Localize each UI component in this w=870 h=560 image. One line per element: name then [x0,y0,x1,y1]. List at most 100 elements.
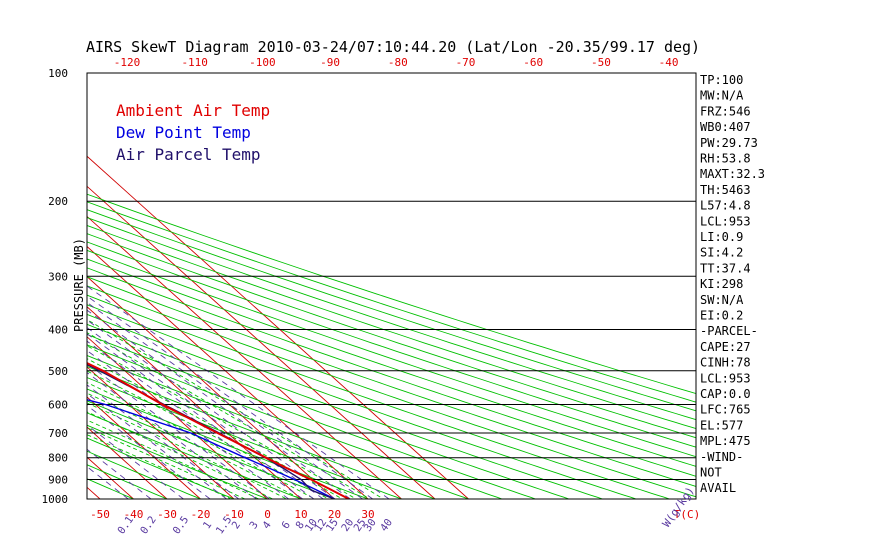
dry-adiabat-line [87,285,696,498]
dry-adiabat-line [87,365,437,499]
mixing-ratio-tick-label: 40 [378,517,395,534]
dry-adiabat-line [87,377,403,499]
mixing-ratio-line [87,327,324,499]
stat-item: CAPE:27 [700,340,751,354]
series-ambient-line [87,362,350,499]
mixing-ratio-tick-label: 10 [303,517,320,534]
pressure-tick-label: 800 [48,452,68,465]
isotherm-line [87,366,235,499]
chart-title: AIRS SkewT Diagram 2010-03-24/07:10:44.2… [86,38,700,56]
stat-item: LCL:953 [700,214,751,228]
mixing-ratio-tick-label: 15 [324,517,341,534]
dry-adiabat-line [87,225,696,430]
bottom-temp-tick-label: -30 [157,508,177,521]
pressure-tick-label: 100 [48,67,68,80]
mixing-ratio-line [87,372,257,499]
dry-adiabat-line [87,412,303,499]
stat-item: SW:N/A [700,293,744,307]
background-grid [0,73,696,499]
dry-adiabat-line [87,304,638,499]
legend-parcel: Air Parcel Temp [116,145,261,164]
dry-adiabat-line [87,294,672,499]
pressure-tick-label: 500 [48,365,68,378]
bottom-temp-tick-label: -10 [224,508,244,521]
top-temp-tick-label: -60 [523,56,543,69]
bottom-temp-tick-label: -50 [90,508,110,521]
stat-item: LI:0.9 [700,230,743,244]
mixing-ratio-line [87,349,289,499]
plot-frame [86,72,697,500]
top-temp-tick-label: -90 [320,56,340,69]
top-temp-tick-label: -70 [456,56,476,69]
pressure-tick-label: 900 [48,474,68,487]
stat-item: LCL:953 [700,371,751,385]
stat-item: KI:298 [700,277,743,291]
dry-adiabat-line [87,267,696,477]
stat-item: NOT [700,466,722,480]
dry-adiabat-line [87,388,370,499]
series-lines [87,362,350,499]
stat-item: WB0:407 [700,120,751,134]
stat-item: CAP:0.0 [700,387,751,401]
moist-adiabat-line [87,434,233,499]
mixing-ratio-tick-label: 4 [260,519,273,531]
stat-item: MPL:475 [700,434,751,448]
pressure-tick-label: 200 [48,195,68,208]
dry-adiabat-line [87,400,336,499]
bottom-temp-tick-label: 0 [264,508,271,521]
top-temp-tick-label: -100 [249,56,276,69]
dry-adiabat-line [87,344,504,499]
mixing-ratio-tick-label: 25 [351,517,368,534]
mixing-ratio-line [87,448,152,499]
pressure-tick-label: 400 [48,323,68,336]
isotherm-line [0,73,33,499]
mixing-ratio-line [87,404,211,499]
stat-item: EI:0.2 [700,309,743,323]
legend-ambient: Ambient Air Temp [116,101,270,120]
moist-adiabat-line [87,382,316,499]
x-axis-label: T(C) [674,508,701,521]
stat-item: -PARCEL- [700,324,758,338]
stat-item: L57:4.8 [700,199,751,213]
dry-adiabat-line [87,464,169,499]
mixing-ratio-tick-label: 6 [280,519,293,531]
mixing-ratio-tick-label: 12 [312,517,329,534]
dry-adiabat-line [87,249,696,458]
mixing-ratio-tick-label: 3 [247,519,260,531]
dry-adiabat-line [87,323,571,499]
pressure-tick-label: 700 [48,427,68,440]
mixing-ratio-tick-label: 2 [230,519,243,531]
dry-adiabat-line [87,276,696,487]
dry-adiabat-line [87,258,696,467]
dry-adiabat-line [87,450,202,499]
mixing-ratio-line [87,466,129,499]
dry-adiabat-line [87,201,696,403]
y-axis-label: PRESSURE (MB) [72,238,86,332]
bottom-temp-tick-label: 10 [294,508,307,521]
mixing-ratio-line [87,319,336,499]
moist-adiabat-line [87,370,330,499]
mixing-ratio-tick-label: 30 [362,517,379,534]
moist-adiabat-line [87,419,260,499]
dry-adiabat-line [87,333,537,499]
moist-adiabat-line [87,402,288,499]
stat-item: SI:4.2 [700,246,743,260]
stat-item: RH:53.8 [700,152,751,166]
stat-item: TH:5463 [700,183,751,197]
legend: Ambient Air Temp Dew Point Temp Air Parc… [116,101,270,164]
top-temp-tick-label: -40 [659,56,679,69]
bottom-temp-tick-label: -40 [124,508,144,521]
isotherm-line [87,276,335,499]
stat-item: EL:577 [700,418,743,432]
mixing-ratio-line [87,393,227,499]
bottom-temp-tick-label: -20 [191,508,211,521]
isotherm-line [87,185,436,499]
moist-adiabat-line [87,332,371,499]
dry-adiabat-line [87,209,696,412]
mixing-ratio-line [87,333,315,499]
mixing-ratio-tick-label: 1 [201,519,214,531]
legend-dewpoint: Dew Point Temp [116,123,251,142]
dry-adiabat-line [87,233,696,439]
